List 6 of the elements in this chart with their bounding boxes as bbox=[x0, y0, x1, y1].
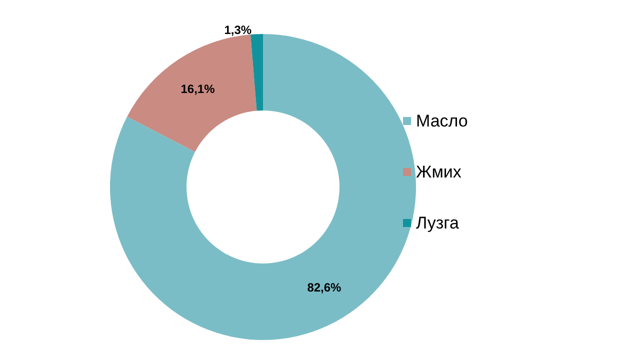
data-label: 82,6% bbox=[307, 280, 342, 295]
data-label: 1,3% bbox=[224, 23, 252, 38]
data-label: 16,1% bbox=[180, 82, 216, 96]
legend-label: Лузга bbox=[416, 214, 460, 232]
legend-label: Масло bbox=[416, 112, 468, 130]
legend-label: Жмих bbox=[416, 162, 462, 182]
